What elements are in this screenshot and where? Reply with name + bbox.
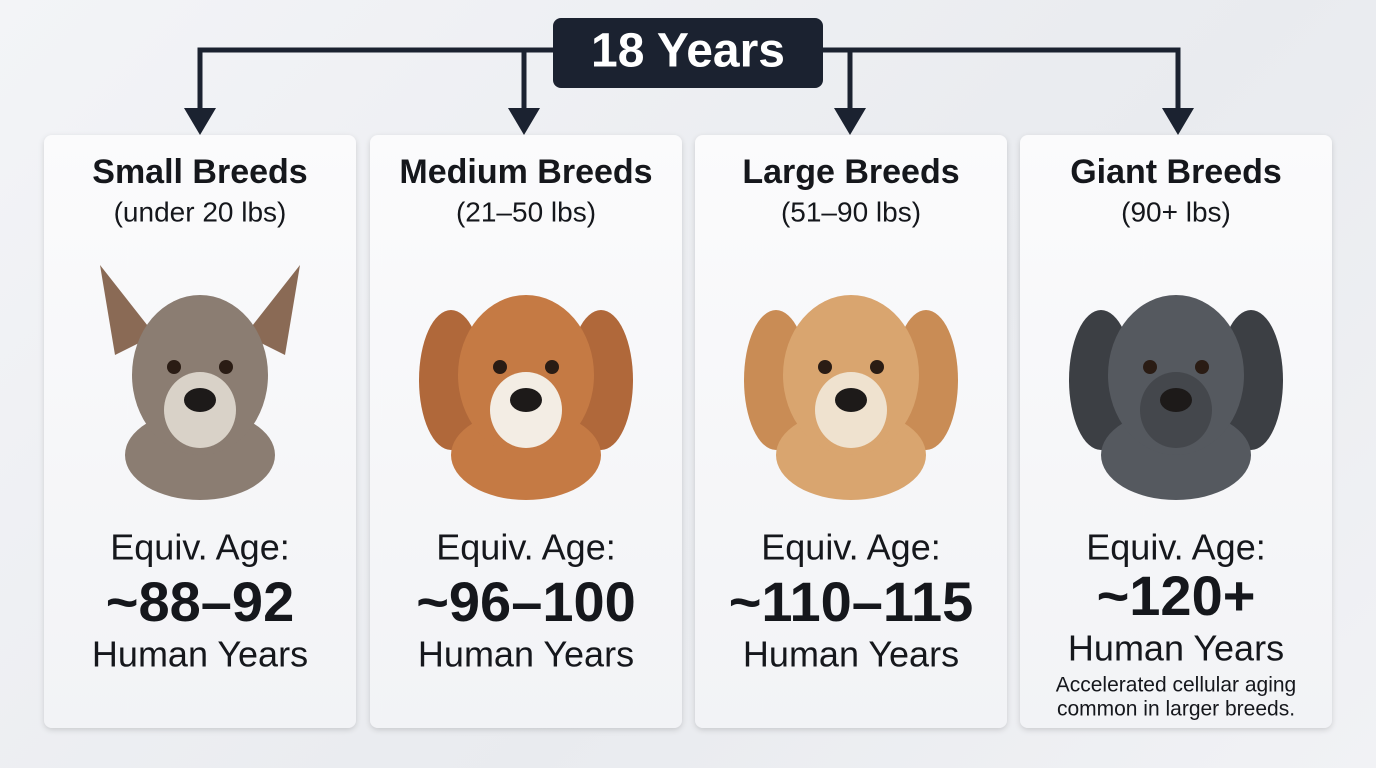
card-subtitle: (21–50 lbs) <box>456 196 596 227</box>
card-subtitle: (under 20 lbs) <box>114 196 287 227</box>
header-box <box>553 18 823 88</box>
card-subtitle: (90+ lbs) <box>1121 196 1231 227</box>
dog-illustration <box>100 265 300 500</box>
arrow <box>508 108 540 135</box>
age-unit: Human Years <box>92 634 308 675</box>
dog-eye <box>818 360 832 374</box>
dog-illustration <box>744 295 958 500</box>
arrow <box>1162 108 1194 135</box>
age-range: ~88–92 <box>106 570 294 633</box>
cards: Small Breeds(under 20 lbs)Equiv. Age:~88… <box>44 135 1332 728</box>
arrows <box>184 108 1194 135</box>
dog-nose <box>835 388 867 412</box>
dog-nose <box>510 388 542 412</box>
arrow <box>184 108 216 135</box>
dog-ear <box>245 265 300 355</box>
card-title: Large Breeds <box>742 153 959 191</box>
dog-eye <box>167 360 181 374</box>
header-title: 18 Years <box>591 25 785 78</box>
arrow <box>834 108 866 135</box>
age-label: Equiv. Age: <box>110 527 289 568</box>
dog-ear <box>100 265 155 355</box>
dog-eye <box>1143 360 1157 374</box>
card-title: Small Breeds <box>92 153 307 191</box>
age-range: ~120+ <box>1097 564 1256 627</box>
card-title: Giant Breeds <box>1070 153 1282 191</box>
age-unit: Human Years <box>1068 628 1284 669</box>
age-unit: Human Years <box>743 634 959 675</box>
dog-eye <box>1195 360 1209 374</box>
age-label: Equiv. Age: <box>436 527 615 568</box>
age-unit: Human Years <box>418 634 634 675</box>
dog-eye <box>545 360 559 374</box>
dog-illustration <box>1069 295 1283 500</box>
dog-illustration <box>419 295 633 500</box>
card-subtitle: (51–90 lbs) <box>781 196 921 227</box>
dog-nose <box>184 388 216 412</box>
age-label: Equiv. Age: <box>1086 527 1265 568</box>
card-note: Accelerated cellular aging <box>1056 674 1296 697</box>
dog-eye <box>870 360 884 374</box>
age-label: Equiv. Age: <box>761 527 940 568</box>
dog-eye <box>219 360 233 374</box>
age-range: ~96–100 <box>416 570 636 633</box>
card-title: Medium Breeds <box>399 153 652 191</box>
dog-nose <box>1160 388 1192 412</box>
card-note: common in larger breeds. <box>1057 698 1295 721</box>
age-range: ~110–115 <box>729 570 974 633</box>
dog-eye <box>493 360 507 374</box>
